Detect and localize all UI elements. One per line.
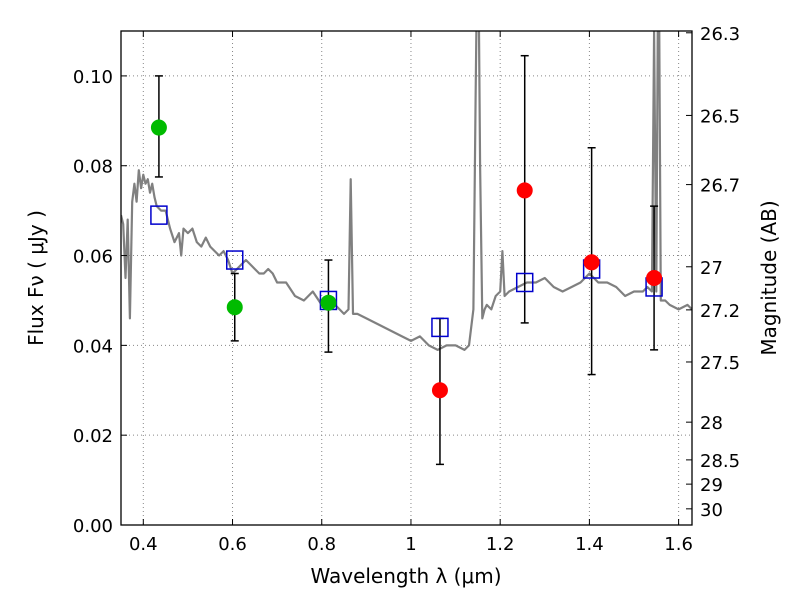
x-axis-label: Wavelength λ (μm) <box>310 564 501 588</box>
y2-tick-label: 30 <box>700 500 723 521</box>
y-tick-label: 0.08 <box>73 157 113 178</box>
y2-tick-label: 26.3 <box>700 24 740 45</box>
non-detection-point <box>431 382 448 399</box>
y-tick-label: 0.00 <box>73 516 113 537</box>
x-tick-label: 1.6 <box>664 534 693 555</box>
model-photometry-square <box>431 317 449 338</box>
error-bars-group <box>154 54 659 466</box>
y2-tick-label: 27.5 <box>700 353 740 374</box>
x-tick-label: 0.8 <box>307 534 336 555</box>
detection-point <box>150 119 167 136</box>
y2-tick-label: 28.5 <box>700 451 740 472</box>
model-spectrum-line <box>121 31 692 351</box>
y-axis-label: Flux Fν ( μJy ) <box>24 210 48 346</box>
detection-point <box>226 299 243 316</box>
y-tick-label: 0.02 <box>73 426 113 447</box>
y2-tick-label: 26.7 <box>700 176 740 197</box>
y2-axis-label: Magnitude (AB) <box>757 200 781 355</box>
model-spectrum-group <box>121 31 692 351</box>
y2-tick-label: 27 <box>700 258 723 279</box>
data-points-group <box>150 119 663 399</box>
x-tick-label: 0.6 <box>218 534 247 555</box>
model-photometry-square <box>226 250 244 270</box>
y2-axis-ticks: 26.3 26.5 26.7 27 27.2 27.5 28 28.5 29 30 <box>686 24 740 521</box>
y-tick-label: 0.10 <box>73 67 113 88</box>
y2-tick-label: 29 <box>700 475 723 496</box>
model-photometry-square <box>515 272 534 293</box>
model-photometry-square <box>150 205 168 225</box>
non-detection-point <box>583 254 600 271</box>
x-tick-label: 1.4 <box>575 534 604 555</box>
y2-tick-label: 26.5 <box>700 106 740 127</box>
y-tick-label: 0.04 <box>73 336 113 357</box>
y-tick-label: 0.06 <box>73 247 113 268</box>
plot-frame <box>120 30 693 526</box>
x-tick-label: 1 <box>405 534 416 555</box>
x-axis-ticks: 0.4 0.6 0.8 1 1.2 1.4 1.6 <box>129 31 693 555</box>
y-axis-ticks: 0.00 0.02 0.04 0.06 0.08 0.10 <box>73 67 127 537</box>
x-tick-label: 1.2 <box>486 534 515 555</box>
y2-tick-label: 28 <box>700 413 723 434</box>
non-detection-point <box>516 182 533 199</box>
detection-point <box>320 294 337 311</box>
grid-lines <box>121 31 692 526</box>
y2-tick-label: 27.2 <box>700 301 740 322</box>
non-detection-point <box>646 270 663 286</box>
x-tick-label: 0.4 <box>129 534 158 555</box>
